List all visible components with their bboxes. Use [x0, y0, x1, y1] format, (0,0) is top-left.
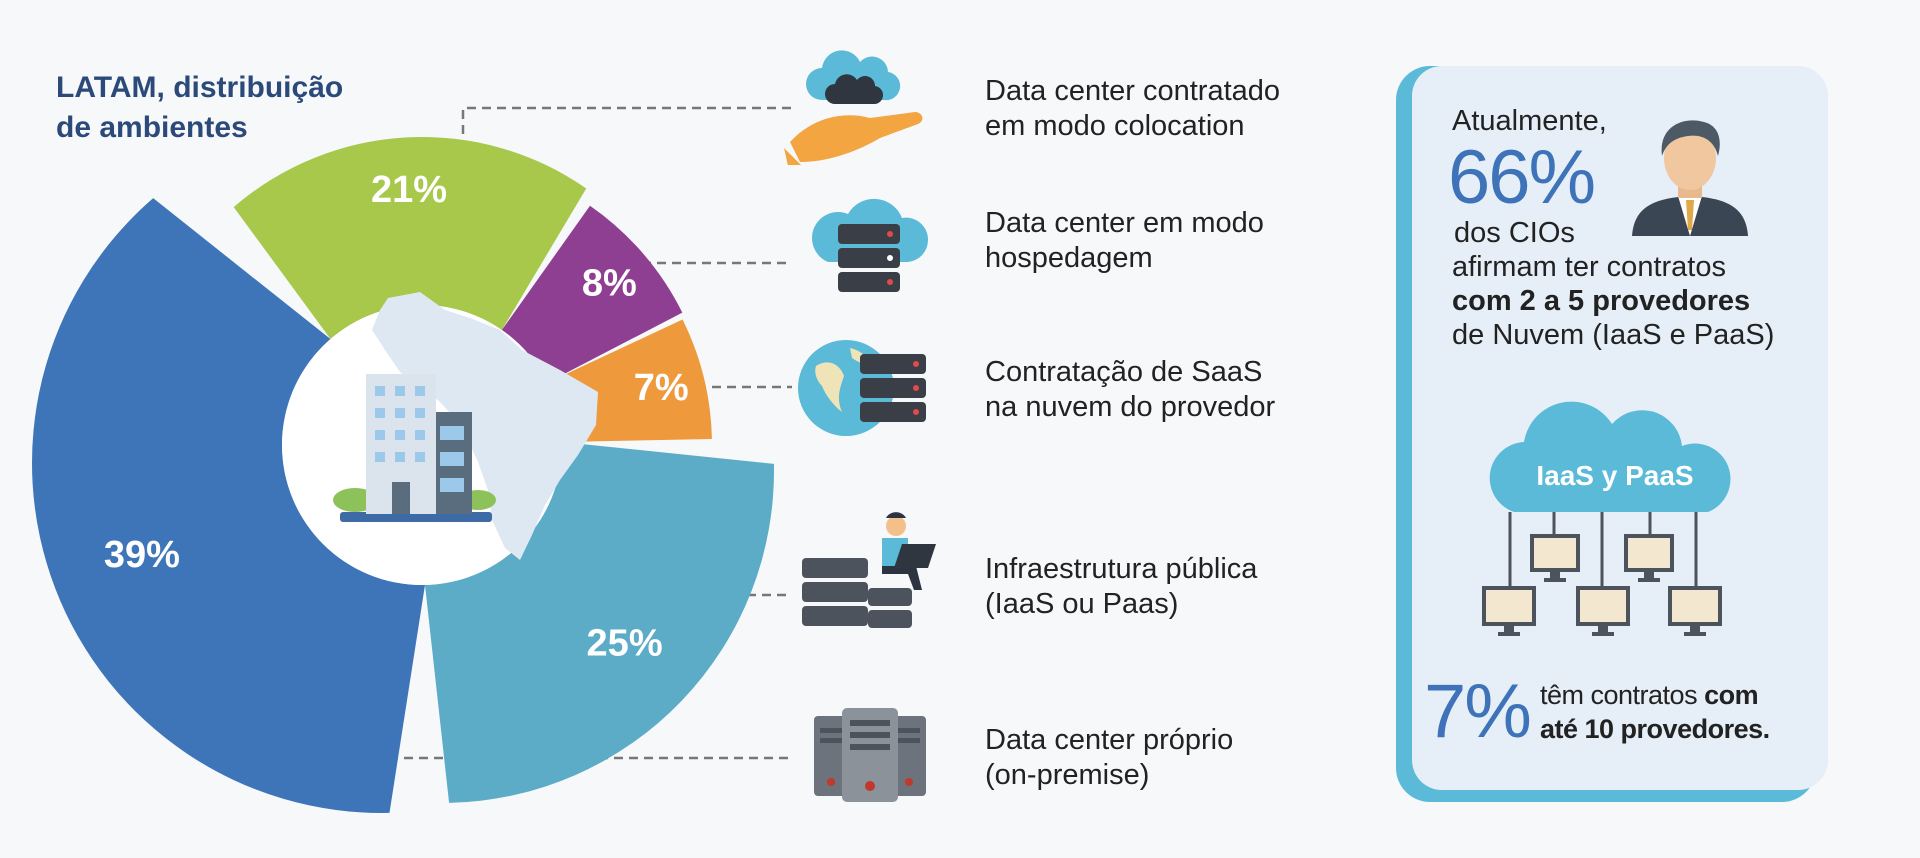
latam-map-icon — [372, 292, 598, 560]
legend-item-iaas: Infraestrutura pública (IaaS ou Paas) — [985, 552, 1257, 622]
legend-label-line: hospedagem — [985, 242, 1153, 274]
segment-label-colocation: 21% — [371, 169, 447, 211]
legend-item-saas: Contratação de SaaS na nuvem do provedor — [985, 355, 1275, 425]
panel-line-providers: com 2 a 5 provedores — [1452, 285, 1751, 317]
legend-label-line: (IaaS ou Paas) — [985, 588, 1179, 620]
businessman-avatar-icon — [1632, 120, 1748, 236]
globe-server-icon — [798, 340, 926, 436]
legend-item-colocation: Data center contratado em modo colocatio… — [985, 74, 1280, 144]
panel-foot-text: têm contratos — [1540, 680, 1705, 710]
chart-title-line-1: LATAM, distribuição — [56, 71, 344, 104]
donut-segment-iaas — [424, 442, 774, 803]
legend-label-line: (on-premise) — [985, 759, 1150, 791]
server-towers-icon — [814, 708, 926, 802]
legend-item-hospedagem: Data center em modo hospedagem — [985, 206, 1264, 276]
legend-label-line: na nuvem do provedor — [985, 391, 1276, 423]
panel-line-cloud: de Nuvem (IaaS e PaaS) — [1452, 319, 1775, 351]
cloud-label: IaaS y PaaS — [1536, 460, 1694, 491]
segment-label-hospedagem: 8% — [582, 263, 637, 305]
donut-segment-hospedagem — [501, 205, 683, 383]
chart-title-line-2: de ambientes — [56, 111, 248, 144]
donut-segment-on-premise — [32, 198, 425, 814]
cloud-network-icon — [1482, 401, 1731, 636]
legend-item-on-premise: Data center próprio (on-premise) — [985, 723, 1233, 793]
segment-label-iaas: 25% — [587, 623, 663, 665]
panel-big-percent: 66% — [1448, 135, 1596, 220]
panel-foot-bold: com — [1704, 680, 1759, 710]
hand-cloud-icon — [784, 50, 923, 165]
panel-foot-line-2: até 10 provedores. — [1540, 714, 1770, 744]
chart-title: LATAM, distribuição de ambientes — [56, 68, 343, 148]
building-icon — [333, 374, 496, 522]
panel-line-cios: dos CIOs — [1454, 217, 1575, 249]
panel-intro: Atualmente, — [1452, 105, 1607, 137]
segment-label-saas: 7% — [634, 367, 689, 409]
legend-label-line: Infraestrutura pública — [985, 553, 1258, 585]
panel-foot-line-1: têm contratos com — [1540, 678, 1759, 712]
center-illustration — [282, 292, 598, 585]
cloud-server-icon — [812, 198, 929, 292]
legend-label-line: Data center em modo — [985, 207, 1264, 239]
panel-line-contracts: afirmam ter contratos — [1452, 251, 1726, 283]
panel-small-percent: 7% — [1424, 669, 1532, 754]
legend-label-line: em modo colocation — [985, 110, 1245, 142]
leader-line-on-premise — [353, 672, 792, 760]
legend-label-line: Data center contratado — [985, 75, 1281, 107]
legend-label-line: Contratação de SaaS — [985, 356, 1263, 388]
donut-segment-colocation — [233, 136, 587, 340]
person-laptop-servers-icon — [802, 512, 936, 628]
legend-label-line: Data center próprio — [985, 724, 1234, 756]
segment-label-on-premise: 39% — [104, 534, 180, 576]
